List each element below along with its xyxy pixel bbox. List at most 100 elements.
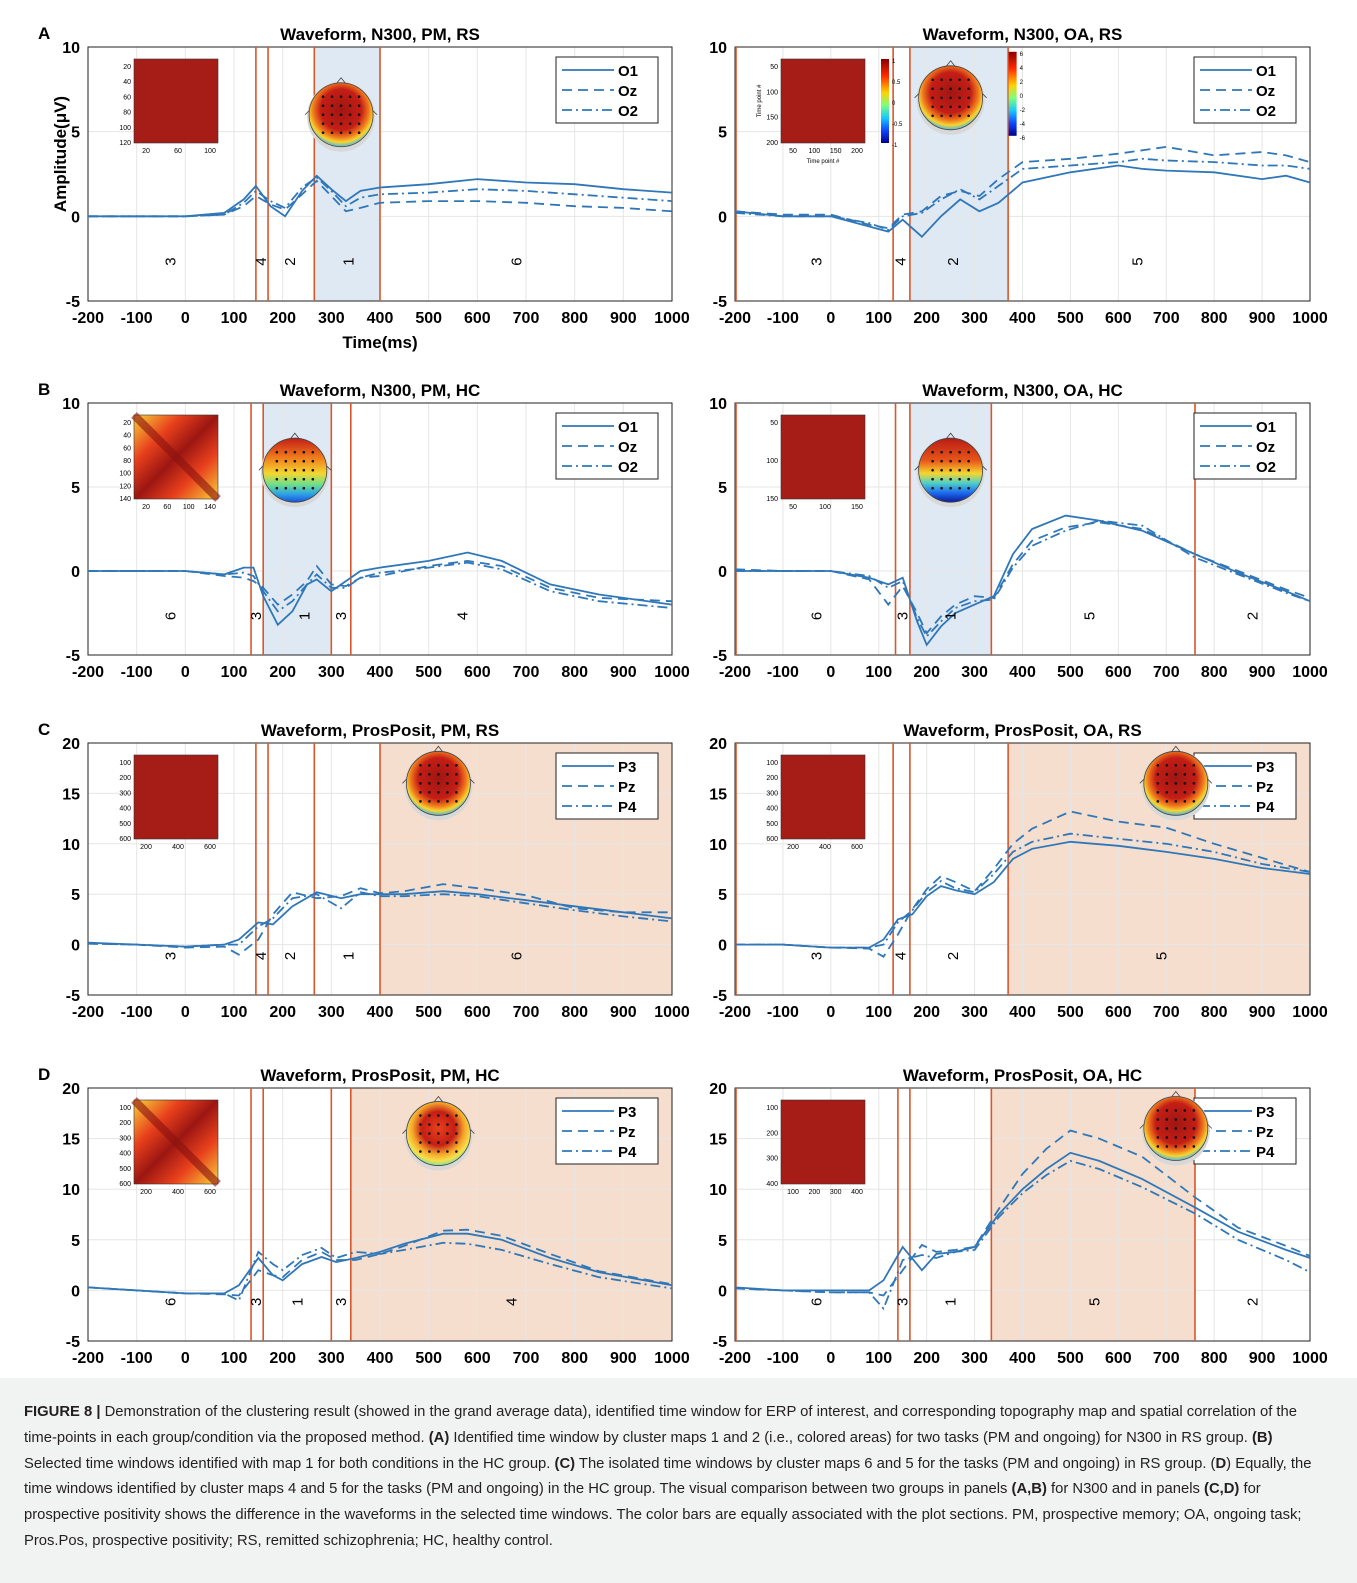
inset-tick-y: 100: [766, 89, 778, 96]
series-line-P3: [734, 1151, 1311, 1292]
cluster-label: 2: [282, 952, 299, 960]
cluster-label: 6: [808, 612, 825, 620]
chart-title: Waveform, N300, OA, RS: [923, 25, 1123, 44]
x-tick-label: 0: [826, 310, 835, 327]
x-tick-label: 200: [269, 1004, 296, 1021]
series-line-Oz: [88, 179, 673, 218]
x-tick-label: 0: [181, 310, 190, 327]
inset-tick-y: 400: [119, 806, 131, 813]
inset-tick-y: 20: [123, 420, 131, 427]
inset-tick-y: 100: [119, 471, 131, 478]
x-tick-label: 600: [464, 1004, 491, 1021]
y-axis-label: Amplitude(μV): [51, 96, 70, 212]
x-tick-label: 1000: [1292, 1350, 1328, 1367]
inset-tick-y: 600: [766, 836, 778, 843]
chart-panel-1: A Waveform, N300, PM, RS-200 -100 0 100 200 30…: [38, 24, 690, 352]
x-tick-label: 800: [561, 664, 588, 681]
x-tick-label: 900: [610, 664, 637, 681]
inset-tick-y: 300: [119, 1135, 131, 1142]
inset-tick-y: 500: [119, 821, 131, 828]
inset-tick-x: 20: [142, 504, 150, 511]
x-tick-label: 400: [367, 1004, 394, 1021]
x-tick-label: 500: [1057, 1350, 1084, 1367]
legend-label: O1: [618, 419, 638, 436]
x-tick-label: 400: [367, 1350, 394, 1367]
inset-tick-y: 400: [119, 1151, 131, 1158]
inset-tick-y: 120: [119, 483, 131, 490]
y-tick-label: -5: [713, 648, 727, 665]
cluster-label: 4: [253, 952, 270, 960]
caption-text: FIGURE 8 | Demonstration of the clusteri…: [24, 1404, 1312, 1549]
inset-tick-x: 400: [172, 844, 184, 851]
x-tick-label: 400: [1009, 310, 1036, 327]
x-tick-label: 1000: [1292, 310, 1328, 327]
x-tick-label: -200: [719, 1350, 751, 1367]
inset-tick-x: 400: [851, 1189, 863, 1196]
legend: P3 Pz P4: [555, 1097, 659, 1165]
inset-tick-y: 400: [766, 806, 778, 813]
legend-label: P3: [618, 759, 636, 776]
cluster-label: 4: [503, 1298, 520, 1306]
series-line-P3: [735, 840, 1311, 949]
x-tick-label: -100: [121, 1004, 153, 1021]
x-tick-label: 800: [1201, 1350, 1228, 1367]
legend-label: Pz: [1256, 779, 1274, 796]
y-tick-label: 5: [718, 480, 727, 497]
x-tick-label: 900: [610, 1350, 637, 1367]
legend: O1 Oz O2: [1193, 412, 1297, 480]
x-tick-label: 1000: [654, 1004, 690, 1021]
inset-tick-x: 60: [163, 504, 171, 511]
x-tick-label: 900: [1249, 664, 1276, 681]
inset-tick-y: 50: [770, 420, 778, 427]
x-tick-label: 400: [367, 310, 394, 327]
y-tick-label: 5: [718, 887, 727, 904]
cluster-label: 3: [248, 1298, 265, 1306]
chart-panel-5: C Waveform, ProsPosit, PM, RS-200 -100 0 100…: [38, 720, 690, 1021]
legend-label: Oz: [618, 83, 637, 100]
x-tick-label: 100: [221, 1350, 248, 1367]
x-tick-label: 700: [1153, 664, 1180, 681]
inset-tick-y: 400: [766, 1181, 778, 1188]
plot-frame: [734, 46, 1311, 302]
legend: P3 Pz P4: [1193, 1097, 1297, 1165]
y-tick-label: 15: [62, 1132, 80, 1149]
inset-tick-x: 150: [851, 504, 863, 511]
caption: FIGURE 8 | Demonstration of the clusteri…: [0, 1378, 1357, 1583]
cluster-label: 4: [892, 257, 909, 265]
x-tick-label: 500: [1057, 310, 1084, 327]
chart-title: Waveform, ProsPosit, PM, HC: [260, 1066, 499, 1085]
inset-tick-x: 600: [851, 844, 863, 851]
x-tick-label: 200: [913, 1350, 940, 1367]
inset-tick-y: 100: [119, 1105, 131, 1112]
inset-tick-y: 500: [119, 1166, 131, 1173]
series-line-O2: [735, 519, 1311, 639]
chart-panel-4: Waveform, N300, OA, HC-200 -100 0 100 200 300…: [709, 381, 1328, 681]
chart-panel-2: Waveform, N300, OA, RS-200 -100 0 100 200 300…: [709, 25, 1328, 327]
series-line-O2: [88, 176, 673, 218]
x-tick-label: 0: [181, 664, 190, 681]
inset-tick-x: 100: [787, 1189, 799, 1196]
inset-correlation-heatmap: 100 200 300 400 500 600 200 400 600: [119, 754, 219, 851]
inset-tick-x: 100: [204, 148, 216, 155]
x-tick-label: 500: [1057, 1004, 1084, 1021]
inset-tick-x: 150: [830, 148, 842, 155]
series-line-P4: [87, 1241, 673, 1302]
x-tick-label: 0: [181, 1350, 190, 1367]
legend-label: Oz: [1256, 83, 1275, 100]
cluster-label: 4: [455, 612, 472, 620]
inset-tick-x: 50: [789, 504, 797, 511]
x-tick-label: 800: [561, 1350, 588, 1367]
chart-panel-8: Waveform, ProsPosit, OA, HC-200 -100 0 100 2…: [709, 1066, 1328, 1367]
series-line-P3: [87, 1232, 673, 1295]
cluster-label: 2: [1245, 612, 1262, 620]
x-tick-label: 100: [221, 664, 248, 681]
x-tick-label: -200: [719, 310, 751, 327]
x-tick-label: 600: [1105, 310, 1132, 327]
inset-tick-x: 200: [140, 1189, 152, 1196]
inset-tick-y: 60: [123, 445, 131, 452]
x-tick-label: 100: [865, 1004, 892, 1021]
y-tick-label: -5: [713, 1334, 727, 1351]
x-tick-label: -100: [767, 1350, 799, 1367]
cluster-label: 5: [1082, 612, 1099, 620]
legend: O1 Oz O2: [555, 56, 659, 124]
